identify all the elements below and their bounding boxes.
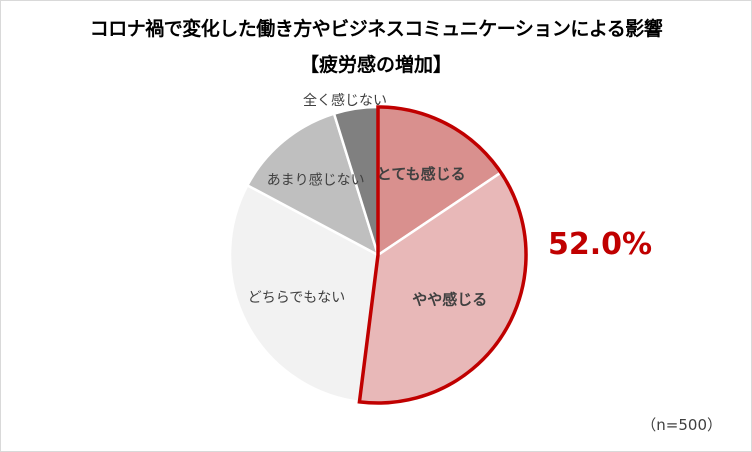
- pie-slice-4: [246, 112, 380, 257]
- pie-slice-3: [228, 184, 380, 404]
- callout-percentage: 52.0%: [548, 227, 652, 262]
- slice-label-1: とても感じる: [377, 165, 466, 183]
- sample-size-note: （n=500）: [641, 416, 722, 434]
- slice-label-4: あまり感じない: [267, 172, 365, 189]
- highlight-outline: [357, 105, 528, 405]
- chart-subtitle: 【疲労感の増加】: [299, 54, 452, 76]
- chart-title: コロナ禍で変化した働き方やビジネスコミュニケーションによる影響: [89, 18, 663, 40]
- slice-label-3: どちらでもない: [248, 290, 346, 306]
- slice-label-5: 全く感じない: [303, 92, 387, 109]
- slice-label-2: やや感じる: [412, 290, 487, 308]
